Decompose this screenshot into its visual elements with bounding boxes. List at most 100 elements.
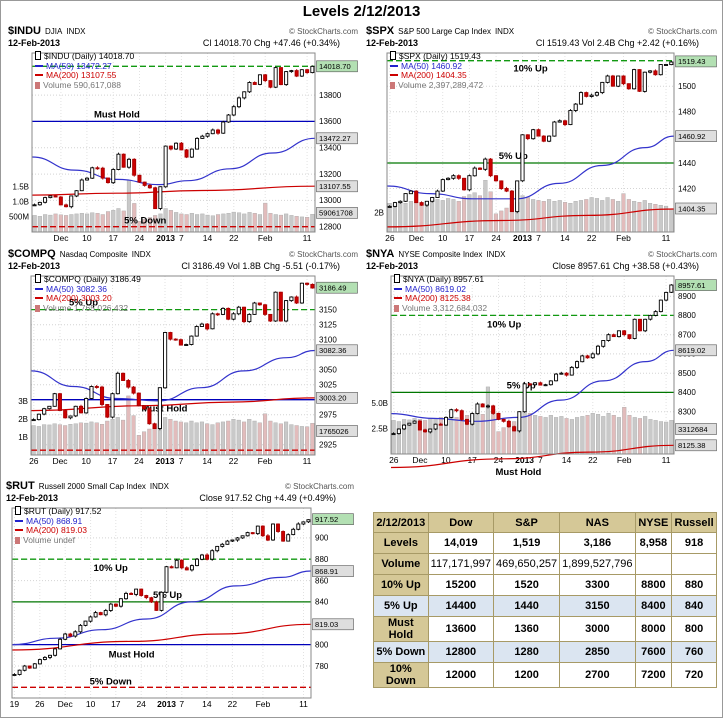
- svg-text:22: 22: [588, 455, 598, 465]
- legend-ma50: MA(50) 868.91: [15, 515, 101, 527]
- chart-header: $NYA NYSE Composite Index INDX © StockCh…: [363, 248, 720, 260]
- svg-text:17: 17: [111, 699, 121, 709]
- legend-price: $COMPQ (Daily) 3186.49: [35, 274, 141, 285]
- nya-candlestick-chart: 830084008500860087008800890026Dec1017242…: [372, 275, 717, 478]
- legend-ma200: MA(200) 3003.20: [35, 293, 141, 304]
- table-cell: 840: [671, 595, 717, 617]
- chart-panel-rut: $RUT Russell 2000 Small Cap Index INDX ©…: [3, 480, 357, 713]
- svg-text:24: 24: [136, 699, 146, 709]
- quote-summary: Cl 1519.43 Vol 2.4B Chg +2.42 (+0.16%): [535, 38, 699, 48]
- quote-date: 12-Feb-2013: [366, 261, 419, 271]
- exchange-label: INDX: [494, 27, 515, 36]
- chart-legend: $INDU (Daily) 14018.70 MA(50) 13472.27 M…: [35, 51, 134, 90]
- table-cell: 15200: [427, 574, 495, 596]
- index-name: Russell 2000 Small Cap Index: [38, 482, 146, 491]
- svg-text:3186.49: 3186.49: [319, 284, 346, 293]
- svg-text:13400: 13400: [319, 144, 342, 153]
- exchange-label: INDX: [66, 27, 86, 36]
- ma50-line-icon: [15, 519, 23, 522]
- row-label: 5% Down: [373, 641, 429, 663]
- svg-text:22: 22: [587, 233, 597, 243]
- svg-text:5% Up: 5% Up: [507, 380, 536, 391]
- legend-ma200-text: MA(200) 8125.38: [405, 293, 471, 303]
- candlestick-icon: [394, 274, 400, 283]
- page-title: Levels 2/12/2013: [302, 3, 421, 20]
- svg-text:12800: 12800: [319, 223, 342, 232]
- svg-text:2013: 2013: [513, 233, 532, 243]
- svg-text:17: 17: [108, 233, 118, 243]
- svg-text:868.91: 868.91: [315, 567, 338, 576]
- svg-text:8500: 8500: [678, 369, 696, 378]
- svg-text:10% Up: 10% Up: [487, 319, 522, 330]
- svg-text:Must Hold: Must Hold: [142, 404, 188, 415]
- svg-text:8800: 8800: [678, 311, 696, 320]
- index-name: Nasdaq Composite: [59, 250, 128, 259]
- svg-text:1440: 1440: [678, 159, 696, 168]
- table-row-10pct-up: 10% Up 15200 1520 3300 8800 880: [373, 574, 717, 596]
- exchange-label: INDX: [131, 250, 151, 259]
- svg-text:8957.61: 8957.61: [678, 281, 705, 290]
- row-label: Volume: [373, 553, 429, 575]
- svg-text:10: 10: [86, 699, 96, 709]
- legend-ma50: MA(50) 3082.36: [35, 284, 141, 295]
- svg-text:Feb: Feb: [616, 233, 631, 243]
- legend-ma50-text: MA(50) 13472.27: [46, 60, 112, 71]
- table-cell: 1520: [492, 574, 561, 596]
- svg-text:10: 10: [81, 456, 91, 466]
- table-header-nas: NAS: [559, 512, 636, 533]
- table-cell: 469,650,257: [492, 553, 561, 575]
- svg-text:3100: 3100: [319, 336, 337, 345]
- svg-text:5% Up: 5% Up: [153, 590, 182, 601]
- volume-bars-icon: [35, 81, 40, 89]
- svg-text:1420: 1420: [678, 184, 696, 193]
- svg-text:2013: 2013: [156, 233, 175, 243]
- table-row-5pct-up: 5% Up 14400 1440 3150 8400 840: [373, 595, 717, 617]
- svg-text:1519.43: 1519.43: [678, 57, 705, 66]
- legend-ma50-text: MA(50) 868.91: [26, 515, 83, 526]
- svg-text:Must Hold: Must Hold: [94, 109, 140, 120]
- table-cell: 3300: [559, 574, 636, 596]
- svg-text:14: 14: [202, 456, 212, 466]
- svg-text:Dec: Dec: [409, 233, 425, 243]
- svg-text:Dec: Dec: [52, 456, 68, 466]
- row-label: 10% Up: [373, 574, 429, 596]
- chart-area: 830084008500860087008800890026Dec1017242…: [363, 272, 720, 478]
- svg-text:5% Up: 5% Up: [69, 298, 98, 309]
- table-row-5pct-down: 5% Down 12800 1280 2850 7600 760: [373, 641, 717, 663]
- svg-text:13200: 13200: [319, 170, 342, 179]
- svg-text:1460.92: 1460.92: [678, 132, 705, 141]
- quote-date: 12-Feb-2013: [366, 38, 419, 48]
- table-cell: 3150: [559, 595, 636, 617]
- chart-area: 1420 1440 1480 1500 26 Dec 10 17 24 2013 7 14 22 Feb 1…: [363, 49, 720, 245]
- legend-price-text: $RUT (Daily) 917.52: [24, 506, 102, 516]
- volume-bars-icon: [35, 304, 40, 312]
- table-header-row: 2/12/2013 Dow S&P NAS NYSE Russell: [373, 512, 717, 533]
- table-cell: 8,958: [634, 532, 673, 554]
- chart-panel-indu: $INDU DJIA INDX © StockCharts.com 12-Feb…: [5, 25, 361, 247]
- legend-price-text: $COMPQ (Daily) 3186.49: [44, 274, 141, 284]
- svg-text:8300: 8300: [678, 408, 696, 417]
- table-cell: 918: [671, 532, 717, 554]
- legend-volume-text: Volume 590,617,088: [43, 79, 121, 90]
- table-cell: 8800: [634, 574, 673, 596]
- svg-text:11: 11: [299, 699, 308, 709]
- row-label: Levels: [373, 532, 429, 554]
- table-header-sp: S&P: [492, 512, 561, 533]
- svg-text:819.03: 819.03: [315, 620, 338, 629]
- legend-volume: Volume 1,765,026,432: [35, 303, 141, 314]
- quote-date: 12-Feb-2013: [8, 261, 61, 271]
- legend-ma50: MA(50) 1460.92: [390, 61, 483, 72]
- ma50-line-icon: [35, 64, 43, 67]
- chart-legend: $NYA (Daily) 8957.61 MA(50) 8619.02 MA(2…: [394, 274, 487, 313]
- svg-text:1.5B: 1.5B: [13, 183, 29, 192]
- svg-text:8125.38: 8125.38: [678, 441, 705, 450]
- table-cell: 1,519: [492, 532, 561, 554]
- quote-date: 12-Feb-2013: [8, 38, 61, 48]
- table-cell: 8400: [634, 595, 673, 617]
- svg-text:900: 900: [315, 534, 329, 543]
- svg-text:59061708: 59061708: [319, 209, 353, 218]
- legend-volume-text: Volume undef: [23, 534, 75, 545]
- legend-price-text: $SPX (Daily) 1519.43: [399, 51, 481, 61]
- index-name: S&P 500 Large Cap Index: [398, 27, 491, 36]
- svg-text:5.0B: 5.0B: [372, 399, 388, 408]
